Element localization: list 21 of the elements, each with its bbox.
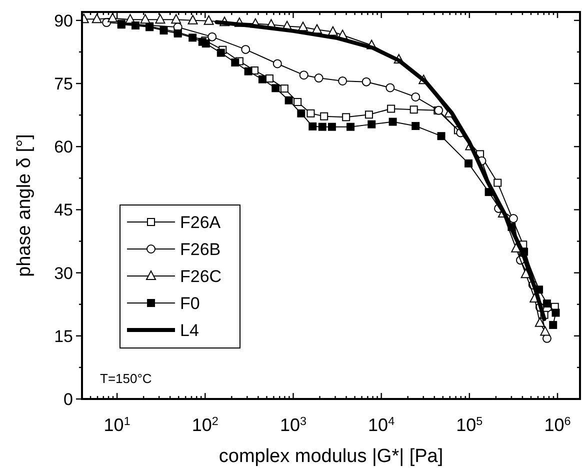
legend-label: F0 (180, 294, 200, 313)
legend-label: F26B (180, 240, 221, 259)
x-tick-label: 10$^{3}$ (280, 414, 307, 435)
x-tick-label: 10$^{5}$ (456, 414, 484, 435)
legend-label: F26C (180, 267, 222, 286)
y-tick-label: 90 (54, 11, 73, 30)
x-tick-label: 10$^{2}$ (192, 414, 218, 435)
y-axis-title: phase angle δ [°] (14, 134, 35, 277)
annotation: T=150°C (100, 371, 152, 386)
x-tick-label: 10$^{6}$ (544, 414, 571, 435)
y-tick-label: 15 (54, 326, 73, 346)
y-tick-label: 45 (54, 200, 73, 220)
y-tick-label: 60 (54, 138, 73, 157)
x-tick-label: 10$^{4}$ (368, 414, 396, 435)
legend-label: L4 (180, 321, 199, 340)
y-tick-label: 30 (54, 264, 73, 283)
y-tick-label: 0 (64, 390, 73, 409)
y-tick-label: 75 (54, 74, 73, 94)
x-tick-label: 10$^{1}$ (104, 414, 130, 435)
legend-label: F26A (180, 213, 222, 232)
x-axis-title: complex modulus |G*| [Pa] (218, 446, 444, 467)
